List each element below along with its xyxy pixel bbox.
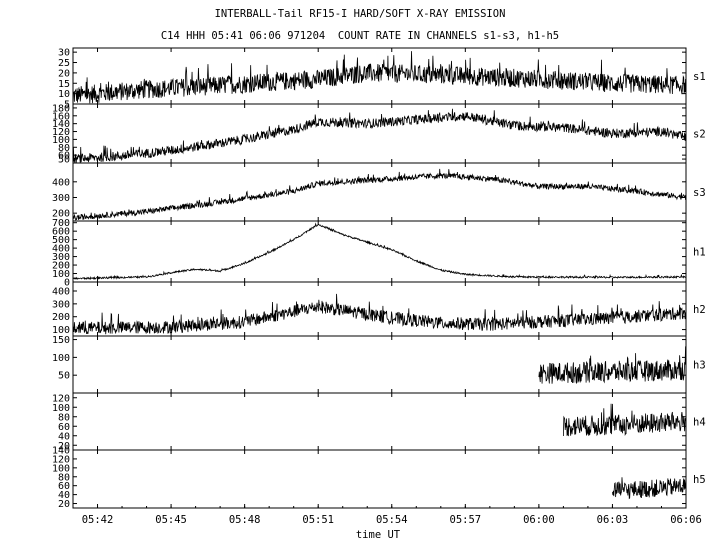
x-axis-label: time UT	[356, 529, 401, 541]
y-tick-label-h4: 120	[52, 393, 70, 404]
y-tick-label-h5: 20	[58, 499, 70, 510]
y-tick-label-h2: 200	[52, 312, 70, 323]
panel-frame-h5	[72, 449, 687, 509]
series-label-h1: h1	[693, 247, 706, 259]
chart-title: INTERBALL-Tail RF15-I HARD/SOFT X-RAY EM…	[214, 8, 506, 20]
x-tick-label: 06:03	[597, 514, 629, 526]
y-tick-label-h4: 60	[58, 422, 70, 433]
series-line-h4	[563, 403, 687, 437]
y-tick-label-s1: 30	[58, 48, 70, 59]
series-label-s3: s3	[693, 187, 706, 199]
series-line-h3	[538, 346, 687, 385]
y-tick-label-h2: 100	[52, 325, 70, 336]
x-tick-label: 05:42	[82, 514, 114, 526]
series-label-s1: s1	[693, 71, 706, 83]
chart-subtitle: C14 HHH 05:41 06:06 971204 COUNT RATE IN…	[160, 30, 560, 42]
y-tick-label-h5: 100	[52, 463, 70, 474]
x-tick-label: 06:00	[523, 514, 555, 526]
y-tick-label-h3: 150	[52, 335, 70, 346]
y-tick-label-s2: 160	[52, 111, 70, 122]
y-tick-label-s1: 25	[58, 58, 70, 69]
y-tick-label-s1: 20	[58, 68, 70, 79]
y-tick-label-s2: 140	[52, 119, 70, 130]
y-tick-label-h5: 60	[58, 481, 70, 492]
x-tick-label: 05:54	[376, 514, 408, 526]
series-line-s1	[72, 51, 687, 104]
y-tick-label-h5: 120	[52, 454, 70, 465]
y-tick-label-h1: 400	[52, 244, 70, 255]
y-tick-label-s3: 400	[52, 177, 70, 188]
series-line-h1	[72, 222, 687, 281]
y-tick-label-h3: 100	[52, 353, 70, 364]
series-label-h2: h2	[693, 304, 706, 316]
y-tick-label-h1: 600	[52, 227, 70, 238]
panel-frame-s3	[72, 162, 687, 222]
y-tick-label-h3: 50	[58, 371, 70, 382]
y-tick-label-h1: 200	[52, 261, 70, 272]
panel-frame-s1	[72, 47, 687, 105]
y-tick-label-s2: 80	[58, 143, 70, 154]
y-tick-label-h1: 700	[52, 218, 70, 229]
y-tick-label-s2: 60	[58, 151, 70, 162]
y-tick-label-h4: 40	[58, 431, 70, 442]
y-tick-label-h1: 500	[52, 235, 70, 246]
panel-frame-h1	[72, 220, 687, 283]
y-tick-label-s2: 50	[58, 155, 70, 166]
y-tick-label-h5: 80	[58, 472, 70, 483]
panel-frame-h3	[72, 335, 687, 394]
y-tick-label-h5: 140	[52, 446, 70, 457]
series-label-h5: h5	[693, 474, 706, 486]
y-tick-label-h2: 400	[52, 287, 70, 298]
y-tick-label-s1: 5	[64, 100, 70, 111]
y-tick-label-s3: 200	[52, 209, 70, 220]
y-tick-label-s2: 120	[52, 127, 70, 138]
y-tick-label-h1: 100	[52, 269, 70, 280]
series-label-h3: h3	[693, 360, 706, 372]
series-line-s3	[72, 168, 687, 221]
y-tick-label-s1: 15	[58, 79, 70, 90]
x-tick-label: 05:48	[229, 514, 261, 526]
y-tick-label-s2: 180	[52, 103, 70, 114]
x-tick-label: 05:57	[450, 514, 482, 526]
panel-frame-h4	[72, 392, 687, 451]
y-tick-label-s3: 300	[52, 193, 70, 204]
x-tick-label: 05:45	[155, 514, 187, 526]
series-line-h5	[612, 477, 687, 500]
x-tick-label: 06:06	[670, 514, 702, 526]
series-label-h4: h4	[693, 417, 706, 429]
y-tick-label-h1: 0	[64, 278, 70, 289]
y-tick-label-s1: 10	[58, 89, 70, 100]
y-tick-label-h1: 300	[52, 252, 70, 263]
y-tick-label-s2: 100	[52, 135, 70, 146]
x-tick-label: 05:51	[302, 514, 334, 526]
y-tick-label-h4: 80	[58, 412, 70, 423]
series-line-s2	[72, 108, 687, 164]
y-tick-label-h2: 300	[52, 299, 70, 310]
series-line-h2	[72, 293, 687, 335]
y-tick-label-h4: 100	[52, 403, 70, 414]
y-tick-label-h5: 40	[58, 490, 70, 501]
series-label-s2: s2	[693, 129, 706, 141]
y-tick-label-h4: 20	[58, 441, 70, 452]
